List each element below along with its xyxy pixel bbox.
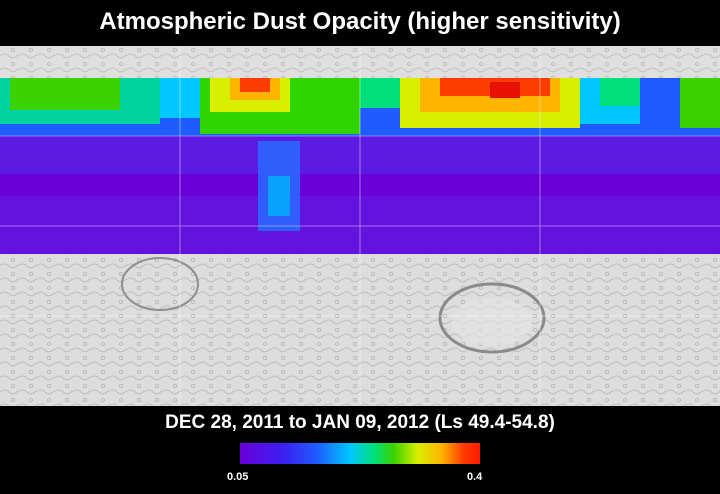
patch-cyan-2 — [268, 176, 290, 216]
crater-hellas-floor — [452, 298, 532, 346]
grid-lines — [0, 46, 720, 406]
map-title: Atmospheric Dust Opacity (higher sensiti… — [99, 8, 621, 35]
colorbar-min-label: 0.05 — [227, 471, 249, 483]
crater-hellas — [438, 282, 546, 354]
north-green-5 — [600, 78, 640, 106]
north-red-1 — [240, 78, 270, 92]
date-range: DEC 28, 2011 to JAN 09, 2012 (Ls 49.4-54… — [165, 412, 555, 433]
north-green-4 — [360, 78, 400, 108]
dust-opacity-map — [0, 46, 720, 406]
crater-argyre — [121, 257, 199, 311]
colorbar — [240, 443, 480, 464]
north-green-6 — [680, 78, 720, 128]
north-green-2 — [10, 78, 120, 110]
north-blue-1 — [640, 78, 680, 136]
colorbar-max-label: 0.4 — [467, 471, 483, 483]
north-red-3 — [490, 82, 520, 98]
